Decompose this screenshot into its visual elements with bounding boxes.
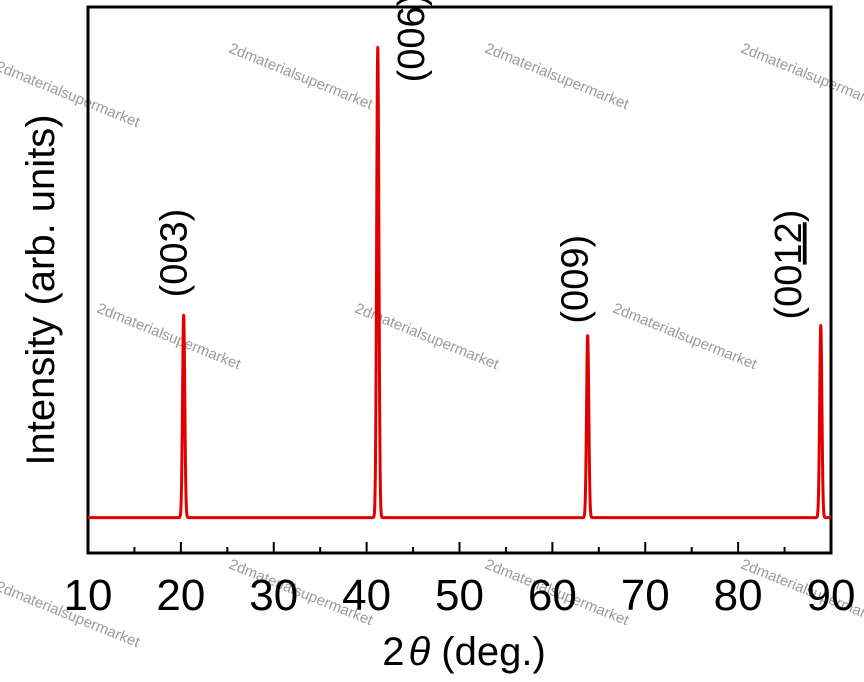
- x-tick-label: 90: [807, 571, 856, 620]
- watermark-text: 2dmaterialsupermarket: [483, 40, 632, 114]
- watermark-text: 2dmaterialsupermarket: [611, 300, 760, 374]
- x-tick-label: 70: [621, 571, 670, 620]
- x-tick-label: 30: [249, 571, 298, 620]
- x-tick-label: 20: [156, 571, 205, 620]
- watermark-layer: 2dmaterialsupermarket 2dmaterialsupermark…: [0, 40, 864, 652]
- watermark-text: 2dmaterialsupermarket: [739, 40, 864, 114]
- watermark-text: 2dmaterialsupermarket: [95, 300, 244, 374]
- peak-label: (006): [391, 0, 433, 82]
- x-tick-label: 10: [64, 571, 113, 620]
- x-tick-label: 40: [342, 571, 391, 620]
- x-tick-label: 50: [435, 571, 484, 620]
- peak-labels: (003) (006) (009) (0012): [154, 0, 810, 324]
- x-axis-tick-labels: 10 20 30 40 50 60 70 80 90: [64, 571, 856, 620]
- xrd-pattern-line: [86, 45, 833, 520]
- x-tick-label: 60: [528, 571, 577, 620]
- y-axis-title: Intensity (arb. units): [19, 114, 63, 465]
- plot-frame: [86, 5, 833, 555]
- x-tick-label: 80: [714, 571, 763, 620]
- peak-label: (003): [154, 209, 196, 298]
- x-axis-ticks: [87, 542, 832, 553]
- watermark-text: 2dmaterialsupermarket: [227, 40, 376, 114]
- peak-label: (0012): [768, 210, 810, 320]
- peak-label: (009): [555, 235, 597, 324]
